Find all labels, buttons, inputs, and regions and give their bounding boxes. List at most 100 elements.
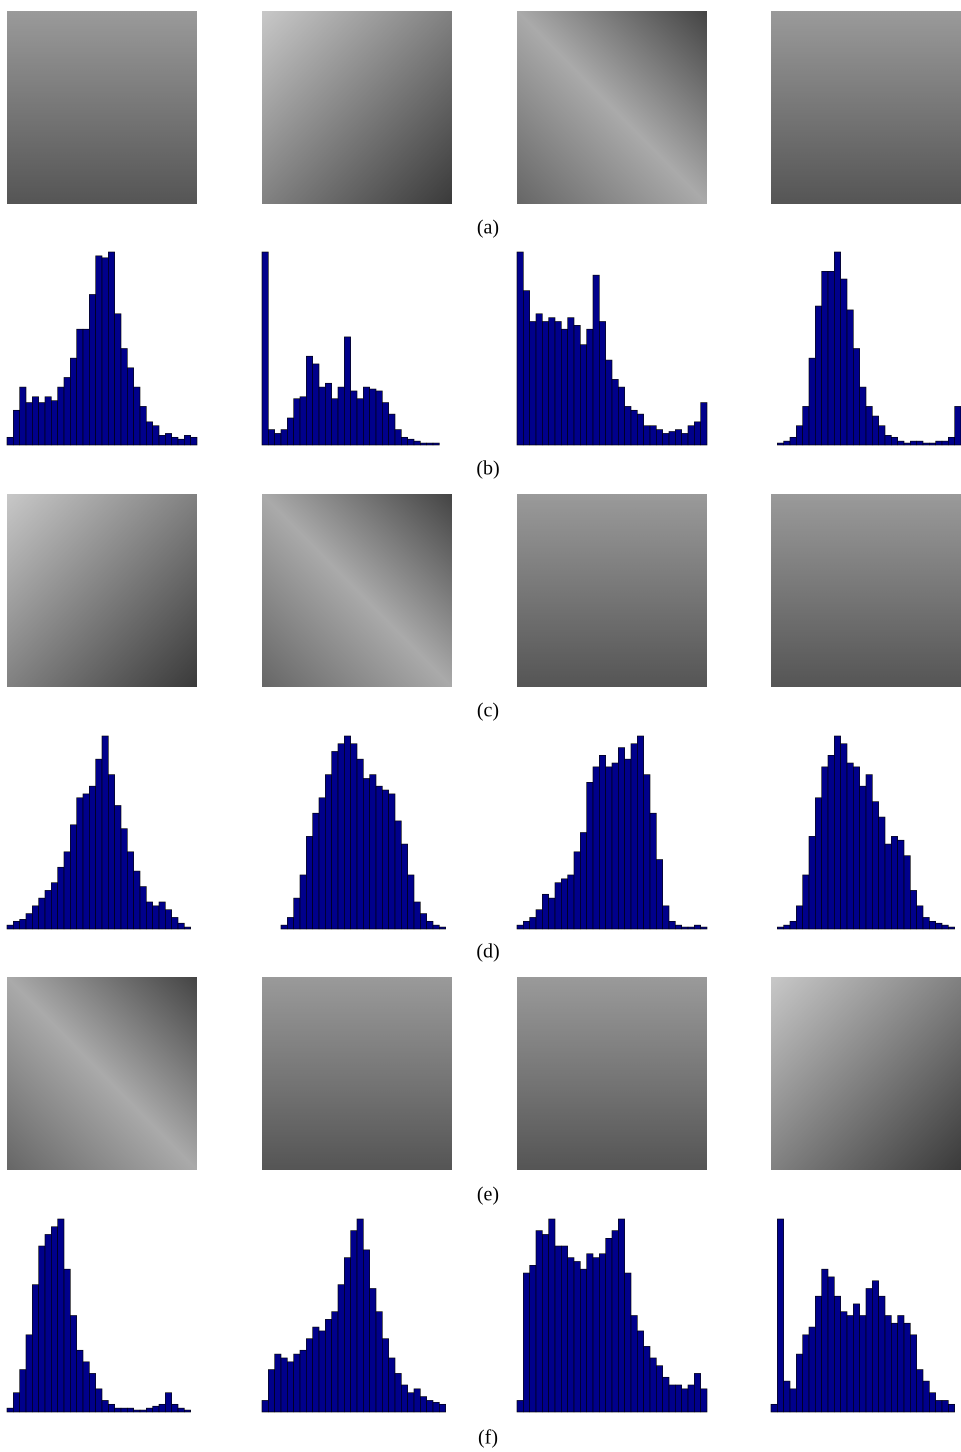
histogram-bar	[523, 1272, 530, 1413]
histogram-bar	[535, 1230, 543, 1413]
photo	[517, 11, 707, 204]
histogram-bar	[426, 442, 434, 446]
histogram-bar	[903, 1322, 911, 1413]
histogram-bar	[834, 251, 841, 446]
histogram-bar	[38, 1245, 46, 1413]
histogram-bar	[916, 440, 924, 446]
histogram-bar	[306, 1338, 313, 1413]
histogram-bar	[561, 878, 568, 930]
histogram-bar	[394, 820, 402, 930]
histogram-bar	[675, 1384, 682, 1413]
histogram-bar	[356, 758, 364, 930]
histogram-bar	[133, 870, 141, 930]
histogram-bar	[573, 325, 581, 446]
histogram-bar	[516, 1400, 524, 1413]
histogram-bar	[878, 425, 886, 446]
histogram-bar	[325, 382, 332, 446]
histogram-bar	[675, 924, 682, 930]
histogram-bar	[777, 442, 784, 446]
histogram-bar	[777, 1218, 784, 1413]
histogram-bar	[114, 313, 122, 446]
histogram-bar	[853, 348, 860, 446]
histogram-bar	[935, 440, 943, 446]
histogram-bar	[827, 754, 835, 930]
histogram-bar	[177, 438, 185, 446]
histogram-bar	[929, 442, 936, 446]
histogram-bar	[426, 1400, 434, 1413]
histogram-bar	[413, 440, 421, 446]
histogram-bar	[184, 926, 191, 930]
photo	[262, 977, 452, 1170]
histogram-bar	[299, 1349, 307, 1413]
histogram-bar	[580, 344, 587, 446]
histogram-bar	[554, 321, 562, 446]
histogram-bar	[6, 436, 14, 446]
histogram-bar	[382, 1338, 389, 1413]
histogram-bar	[369, 1288, 377, 1413]
histogram-bar	[630, 409, 638, 446]
histogram-bar	[548, 1218, 556, 1413]
histogram-bar	[783, 924, 791, 930]
histogram-bar	[523, 290, 530, 446]
histogram-bar	[592, 1257, 600, 1413]
histogram-bar	[432, 442, 440, 446]
histogram-bar	[681, 926, 689, 930]
histogram-bar	[57, 386, 65, 446]
histogram-bar	[935, 922, 943, 930]
histogram-bar	[681, 433, 689, 446]
histogram-bar	[802, 874, 810, 930]
histogram-bar	[413, 1388, 421, 1413]
histogram-bar	[846, 1315, 854, 1413]
histogram-bar	[70, 824, 77, 930]
histogram-bar	[694, 1373, 701, 1413]
histogram-bar	[287, 917, 294, 930]
histogram-bar	[542, 1234, 549, 1413]
histogram-bar	[649, 425, 657, 446]
histogram-bar	[865, 1288, 873, 1413]
histogram-bar	[916, 1369, 924, 1413]
histogram-bar	[146, 421, 153, 446]
histogram-bar	[382, 789, 389, 930]
histogram-bar	[808, 1326, 816, 1413]
histogram-bar	[802, 1334, 810, 1413]
histogram-bar	[897, 440, 905, 446]
panel-label: (b)	[476, 458, 499, 480]
histogram-bar	[656, 429, 663, 446]
histogram-bar	[293, 897, 301, 930]
histogram-bar	[407, 874, 415, 930]
histogram-bar	[516, 924, 524, 930]
histogram-bar	[605, 359, 613, 446]
photo	[771, 11, 961, 204]
histogram-bar	[567, 874, 575, 930]
histogram-bar	[821, 270, 829, 446]
histogram-bar	[637, 1330, 644, 1413]
histogram-bar	[687, 425, 695, 446]
histogram-bar	[38, 402, 46, 446]
histogram-bar	[89, 1373, 96, 1413]
histogram-bar	[306, 836, 313, 930]
histogram-bar	[668, 920, 676, 930]
histogram-bar	[432, 1402, 440, 1413]
photo	[771, 977, 961, 1170]
histogram-bar	[13, 1392, 20, 1413]
histogram-bar	[63, 851, 71, 930]
histogram-bar	[299, 396, 307, 446]
histogram-bar	[413, 901, 421, 930]
histogram-bar	[261, 1400, 269, 1413]
histogram-bar	[618, 386, 625, 446]
histogram-bar	[777, 926, 784, 930]
histogram-bar	[44, 890, 52, 930]
histogram-bar	[375, 1311, 383, 1413]
histogram-bar	[274, 433, 282, 446]
histogram-bar	[922, 442, 930, 446]
histogram-bar	[592, 274, 600, 446]
histogram-bar	[318, 386, 326, 446]
histogram-bar	[872, 1280, 879, 1413]
histogram-bar	[331, 751, 339, 930]
histogram-bar	[700, 926, 708, 930]
histogram-bar	[184, 1409, 191, 1413]
histogram-bar	[789, 436, 797, 446]
histogram-bar	[840, 1311, 848, 1413]
histogram-bar	[293, 398, 301, 446]
histogram-bar	[846, 762, 854, 930]
